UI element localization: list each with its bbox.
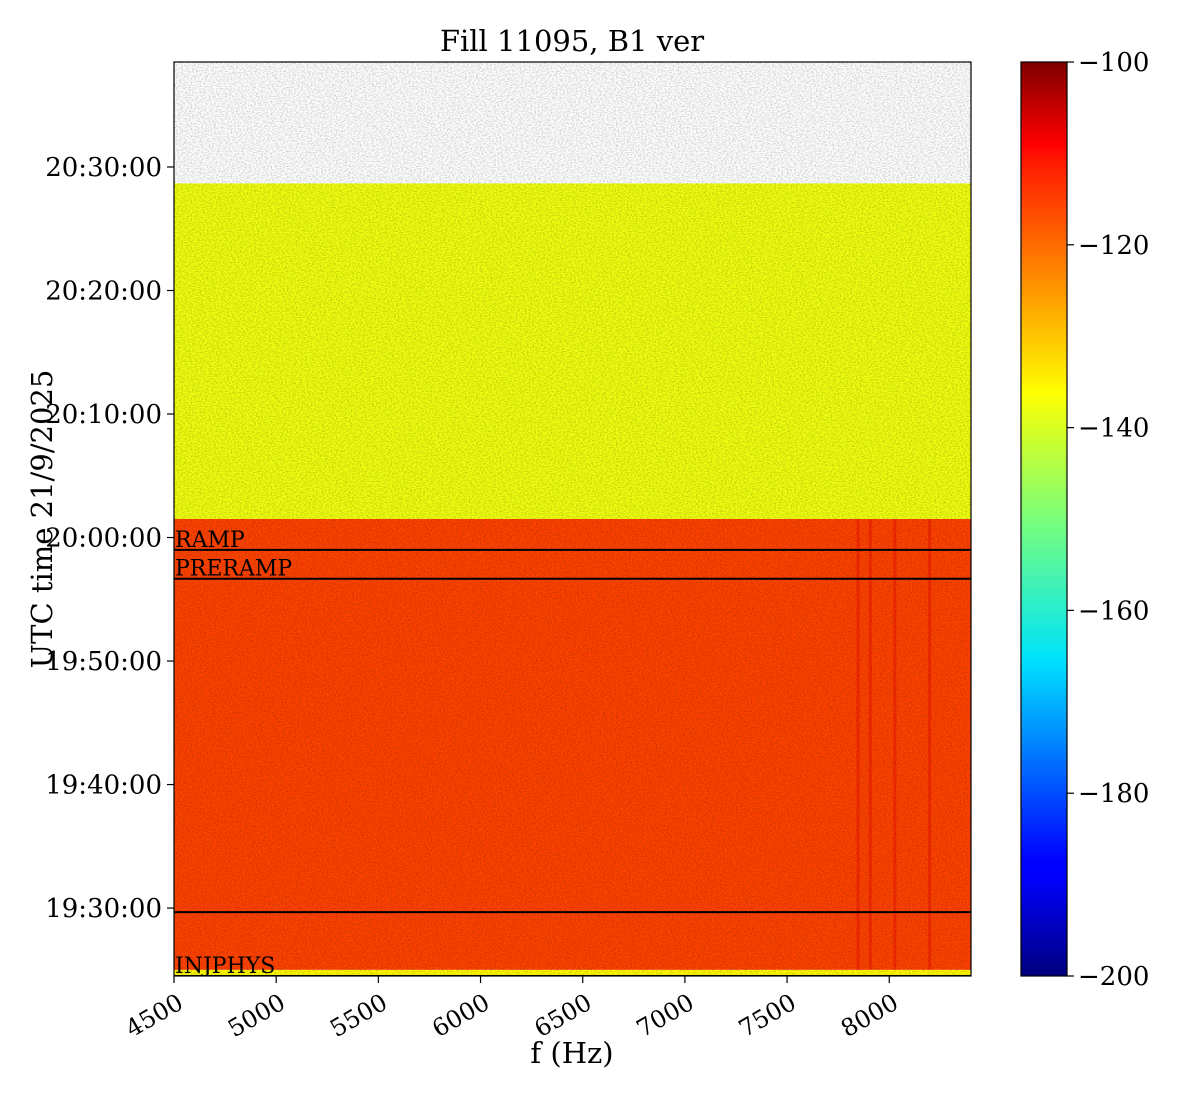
heatmap-noise-texture <box>174 62 971 976</box>
spectral-streak <box>856 519 860 970</box>
spectral-streak <box>893 519 897 970</box>
y-tick-label: 19:50:00 <box>45 647 162 677</box>
colorbar-tick-label: −180 <box>1078 779 1149 809</box>
y-tick-label: 19:30:00 <box>45 894 162 924</box>
x-tick-label: 7500 <box>734 988 801 1043</box>
x-tick-label: 6000 <box>427 988 494 1043</box>
plot-area: RAMP PRERAMP INJPHYS <box>174 62 971 979</box>
annotation-label: INJPHYS <box>175 954 275 979</box>
annotation-label: PRERAMP <box>175 557 292 582</box>
spectral-streak <box>868 519 872 970</box>
colorbar <box>1020 61 1068 977</box>
y-tick-label: 19:40:00 <box>45 771 162 801</box>
y-tick-label: 20:00:00 <box>45 524 162 554</box>
y-tick-label: 20:30:00 <box>45 153 162 183</box>
x-tick-label: 7000 <box>632 988 699 1043</box>
x-axis-label: f (Hz) <box>530 1036 613 1070</box>
y-axis-label: UTC time 21/9/2025 <box>25 370 59 669</box>
x-tick-label: 8000 <box>836 988 903 1043</box>
colorbar-tick-label: −160 <box>1078 596 1149 626</box>
annotation-label: RAMP <box>175 528 245 553</box>
colorbar-tick-label: −120 <box>1078 231 1149 261</box>
x-tick-label: 5500 <box>325 988 392 1043</box>
colorbar-tick-label: −200 <box>1078 962 1149 992</box>
x-tick-label: 5000 <box>223 988 290 1043</box>
x-tick-label: 4500 <box>121 988 188 1043</box>
y-tick-label: 20:20:00 <box>45 277 162 307</box>
plot-frame <box>173 61 972 977</box>
y-tick-label: 20:10:00 <box>45 400 162 430</box>
x-tick-label: 6500 <box>530 988 597 1043</box>
spectral-streak <box>928 519 932 970</box>
colorbar-tick-label: −140 <box>1078 414 1149 444</box>
colorbar-tick-label: −100 <box>1078 48 1149 78</box>
chart-title: Fill 11095, B1 ver <box>440 24 704 58</box>
